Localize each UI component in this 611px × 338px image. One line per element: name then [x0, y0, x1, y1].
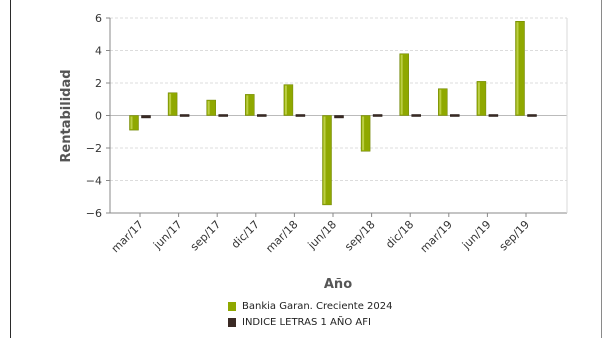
x-axis-title: Año: [324, 277, 352, 292]
bar-series-1-sep/17: [218, 114, 228, 117]
legend-item-series-1: INDICE LETRAS 1 AÑO AFI: [228, 314, 393, 330]
x-tick-label-7: dic/18: [383, 218, 416, 251]
bar-series-1-dic/18: [411, 114, 421, 117]
bar-series-0-sep/19: [515, 21, 525, 116]
bar-series-1-mar/19: [450, 114, 460, 117]
bar-series-0-dic/17: [245, 94, 255, 116]
y-tick-label-1: −4: [86, 175, 102, 188]
bar-series-1-sep/19: [527, 114, 537, 117]
y-tick-label-0: −6: [86, 207, 102, 220]
frame-left-border: [10, 0, 11, 338]
bar-highlight-sep/17: [207, 101, 210, 115]
bar-series-1-jun/19: [488, 114, 499, 117]
x-tick-label-5: jun/18: [305, 218, 339, 252]
y-tick-label-2: −2: [86, 142, 102, 155]
bar-series-1-sep/18: [372, 114, 383, 117]
bar-highlight-mar/18: [284, 85, 287, 115]
bars-layer: [129, 21, 537, 206]
x-tick-label-1: jun/17: [150, 218, 184, 252]
bar-highlight-dic/18: [400, 54, 403, 115]
x-tick-label-10: sep/19: [497, 218, 532, 253]
bar-series-1-jun/18: [334, 115, 344, 119]
bar-highlight-jun/17: [169, 93, 172, 115]
bar-series-0-sep/17: [206, 99, 216, 116]
labels-layer: −6 −4 −2 0 2 4 6 mar/17 jun/17 sep/17 dic/17 mar/18…: [86, 12, 532, 255]
bar-series-1-mar/18: [295, 114, 306, 117]
y-tick-label-6: 6: [95, 12, 102, 25]
bar-series-0-mar/17: [129, 115, 139, 131]
frame-right-border: [601, 0, 602, 338]
y-tick-label-4: 2: [95, 77, 102, 90]
bar-series-0-mar/18: [283, 84, 294, 116]
bar-highlight-jun/18: [323, 116, 326, 204]
bar-highlight-dic/17: [246, 95, 249, 115]
legend-label-series-1: INDICE LETRAS 1 AÑO AFI: [242, 316, 371, 328]
bar-series-0-jun/18: [322, 115, 332, 206]
bar-highlight-sep/19: [516, 22, 519, 115]
legend: Bankia Garan. Creciente 2024 INDICE LETR…: [228, 298, 393, 330]
legend-item-series-0: Bankia Garan. Creciente 2024: [228, 298, 393, 314]
x-tick-label-4: mar/18: [263, 218, 300, 255]
x-tick-label-2: sep/17: [188, 218, 223, 253]
bar-series-0-jun/19: [476, 81, 487, 116]
x-tick-label-0: mar/17: [109, 218, 146, 255]
legend-label-series-0: Bankia Garan. Creciente 2024: [242, 300, 393, 312]
bar-series-0-sep/18: [360, 115, 371, 152]
y-tick-label-5: 4: [95, 45, 102, 58]
axes-layer: [109, 18, 568, 214]
x-tick-label-8: mar/19: [418, 218, 455, 255]
bar-series-0-mar/19: [438, 88, 448, 116]
bar-series-0-dic/18: [399, 53, 409, 116]
bar-series-0-jun/17: [167, 92, 178, 116]
bar-highlight-mar/17: [130, 116, 133, 130]
bar-series-1-dic/17: [257, 114, 267, 117]
y-tick-label-3: 0: [95, 110, 102, 123]
x-tick-label-9: jun/19: [459, 218, 493, 252]
x-tick-label-3: dic/17: [229, 218, 262, 251]
bar-highlight-jun/19: [477, 82, 480, 115]
bar-series-1-mar/17: [141, 115, 151, 119]
bar-highlight-sep/18: [362, 116, 365, 151]
legend-swatch-series-1: [228, 317, 236, 327]
bar-series-1-jun/17: [179, 114, 190, 117]
bar-highlight-mar/19: [439, 89, 442, 115]
x-tick-label-6: sep/18: [342, 218, 377, 253]
legend-swatch-series-0: [228, 301, 236, 311]
y-axis-title: Rentabilidad: [59, 69, 74, 162]
